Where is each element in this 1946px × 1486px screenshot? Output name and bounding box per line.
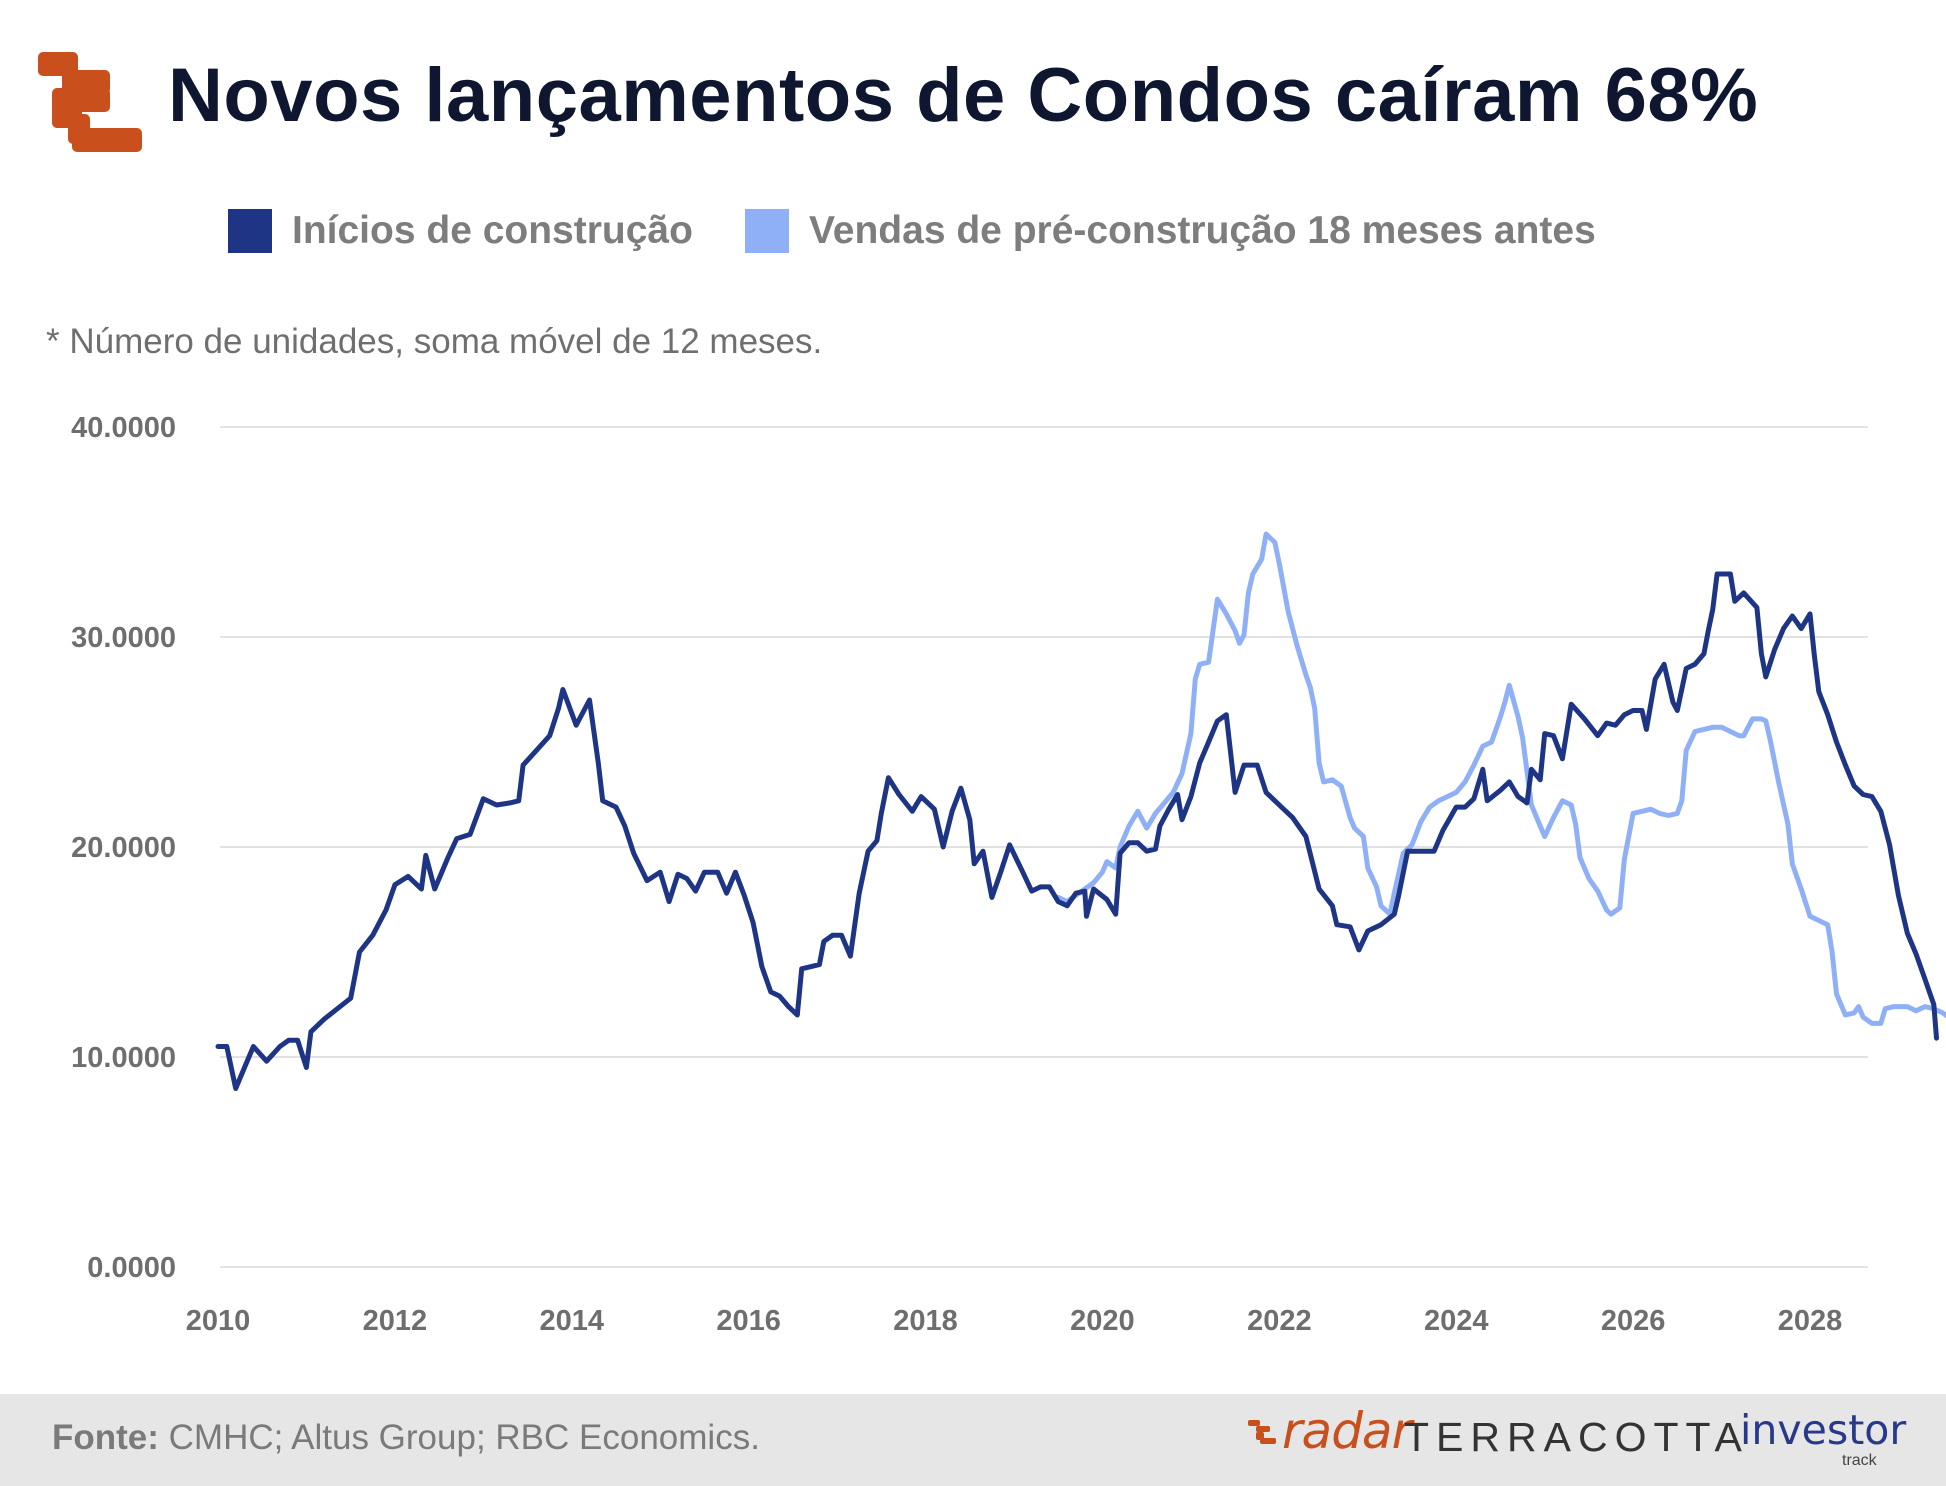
legend-item-starts: Inícios de construção <box>228 209 693 253</box>
brand-logo-icon <box>38 52 142 152</box>
legend-item-presales: Vendas de pré-construção 18 meses antes <box>744 209 1596 253</box>
investor-wordmark: investor <box>1740 1406 1907 1454</box>
y-tick-label: 20.0000 <box>71 832 176 864</box>
x-tick-label: 2010 <box>186 1305 251 1337</box>
radar-brand: radar <box>1248 1402 1412 1460</box>
track-wordmark: track <box>1842 1452 1877 1469</box>
series-line-presales <box>1055 531 1946 1026</box>
radar-wordmark: radar <box>1282 1402 1412 1460</box>
y-tick-label: 0.0000 <box>87 1252 176 1284</box>
x-tick-label: 2024 <box>1424 1305 1489 1337</box>
source-label: Fonte: <box>52 1418 159 1457</box>
legend-label-presales: Vendas de pré-construção 18 meses antes <box>808 209 1596 252</box>
legend-label-starts: Inícios de construção <box>292 209 693 252</box>
y-tick-label: 30.0000 <box>71 622 176 654</box>
radar-logo-icon <box>1248 1420 1276 1444</box>
x-tick-label: 2022 <box>1247 1305 1312 1337</box>
line-chart: 0.0000 10.0000 20.0000 30.0000 40.0000 2010 20… <box>71 412 1946 1337</box>
terracotta-wordmark: TERRACOTTA <box>1404 1414 1749 1460</box>
chart-note: * Número de unidades, soma móvel de 12 m… <box>46 322 823 361</box>
x-tick-label: 2028 <box>1778 1305 1843 1337</box>
legend-swatch-starts <box>228 209 272 253</box>
footer: Fonte: CMHC; Altus Group; RBC Economics.… <box>0 1394 1946 1486</box>
x-tick-label: 2012 <box>363 1305 428 1337</box>
y-tick-label: 40.0000 <box>71 412 176 444</box>
x-tick-label: 2014 <box>540 1305 605 1337</box>
source-text: Fonte: CMHC; Altus Group; RBC Economics. <box>52 1418 760 1458</box>
x-tick-label: 2016 <box>716 1305 781 1337</box>
x-tick-label: 2020 <box>1070 1305 1135 1337</box>
chart-legend: Inícios de construção Vendas de pré-cons… <box>228 208 1648 254</box>
legend-swatch-presales <box>744 209 789 253</box>
x-tick-label: 2018 <box>893 1305 958 1337</box>
page-title: Novos lançamentos de Condos caíram 68% <box>168 53 1759 138</box>
y-tick-label: 10.0000 <box>71 1042 176 1074</box>
x-tick-label: 2026 <box>1601 1305 1666 1337</box>
source-value: CMHC; Altus Group; RBC Economics. <box>158 1418 760 1457</box>
series-line-starts <box>215 571 1939 1091</box>
